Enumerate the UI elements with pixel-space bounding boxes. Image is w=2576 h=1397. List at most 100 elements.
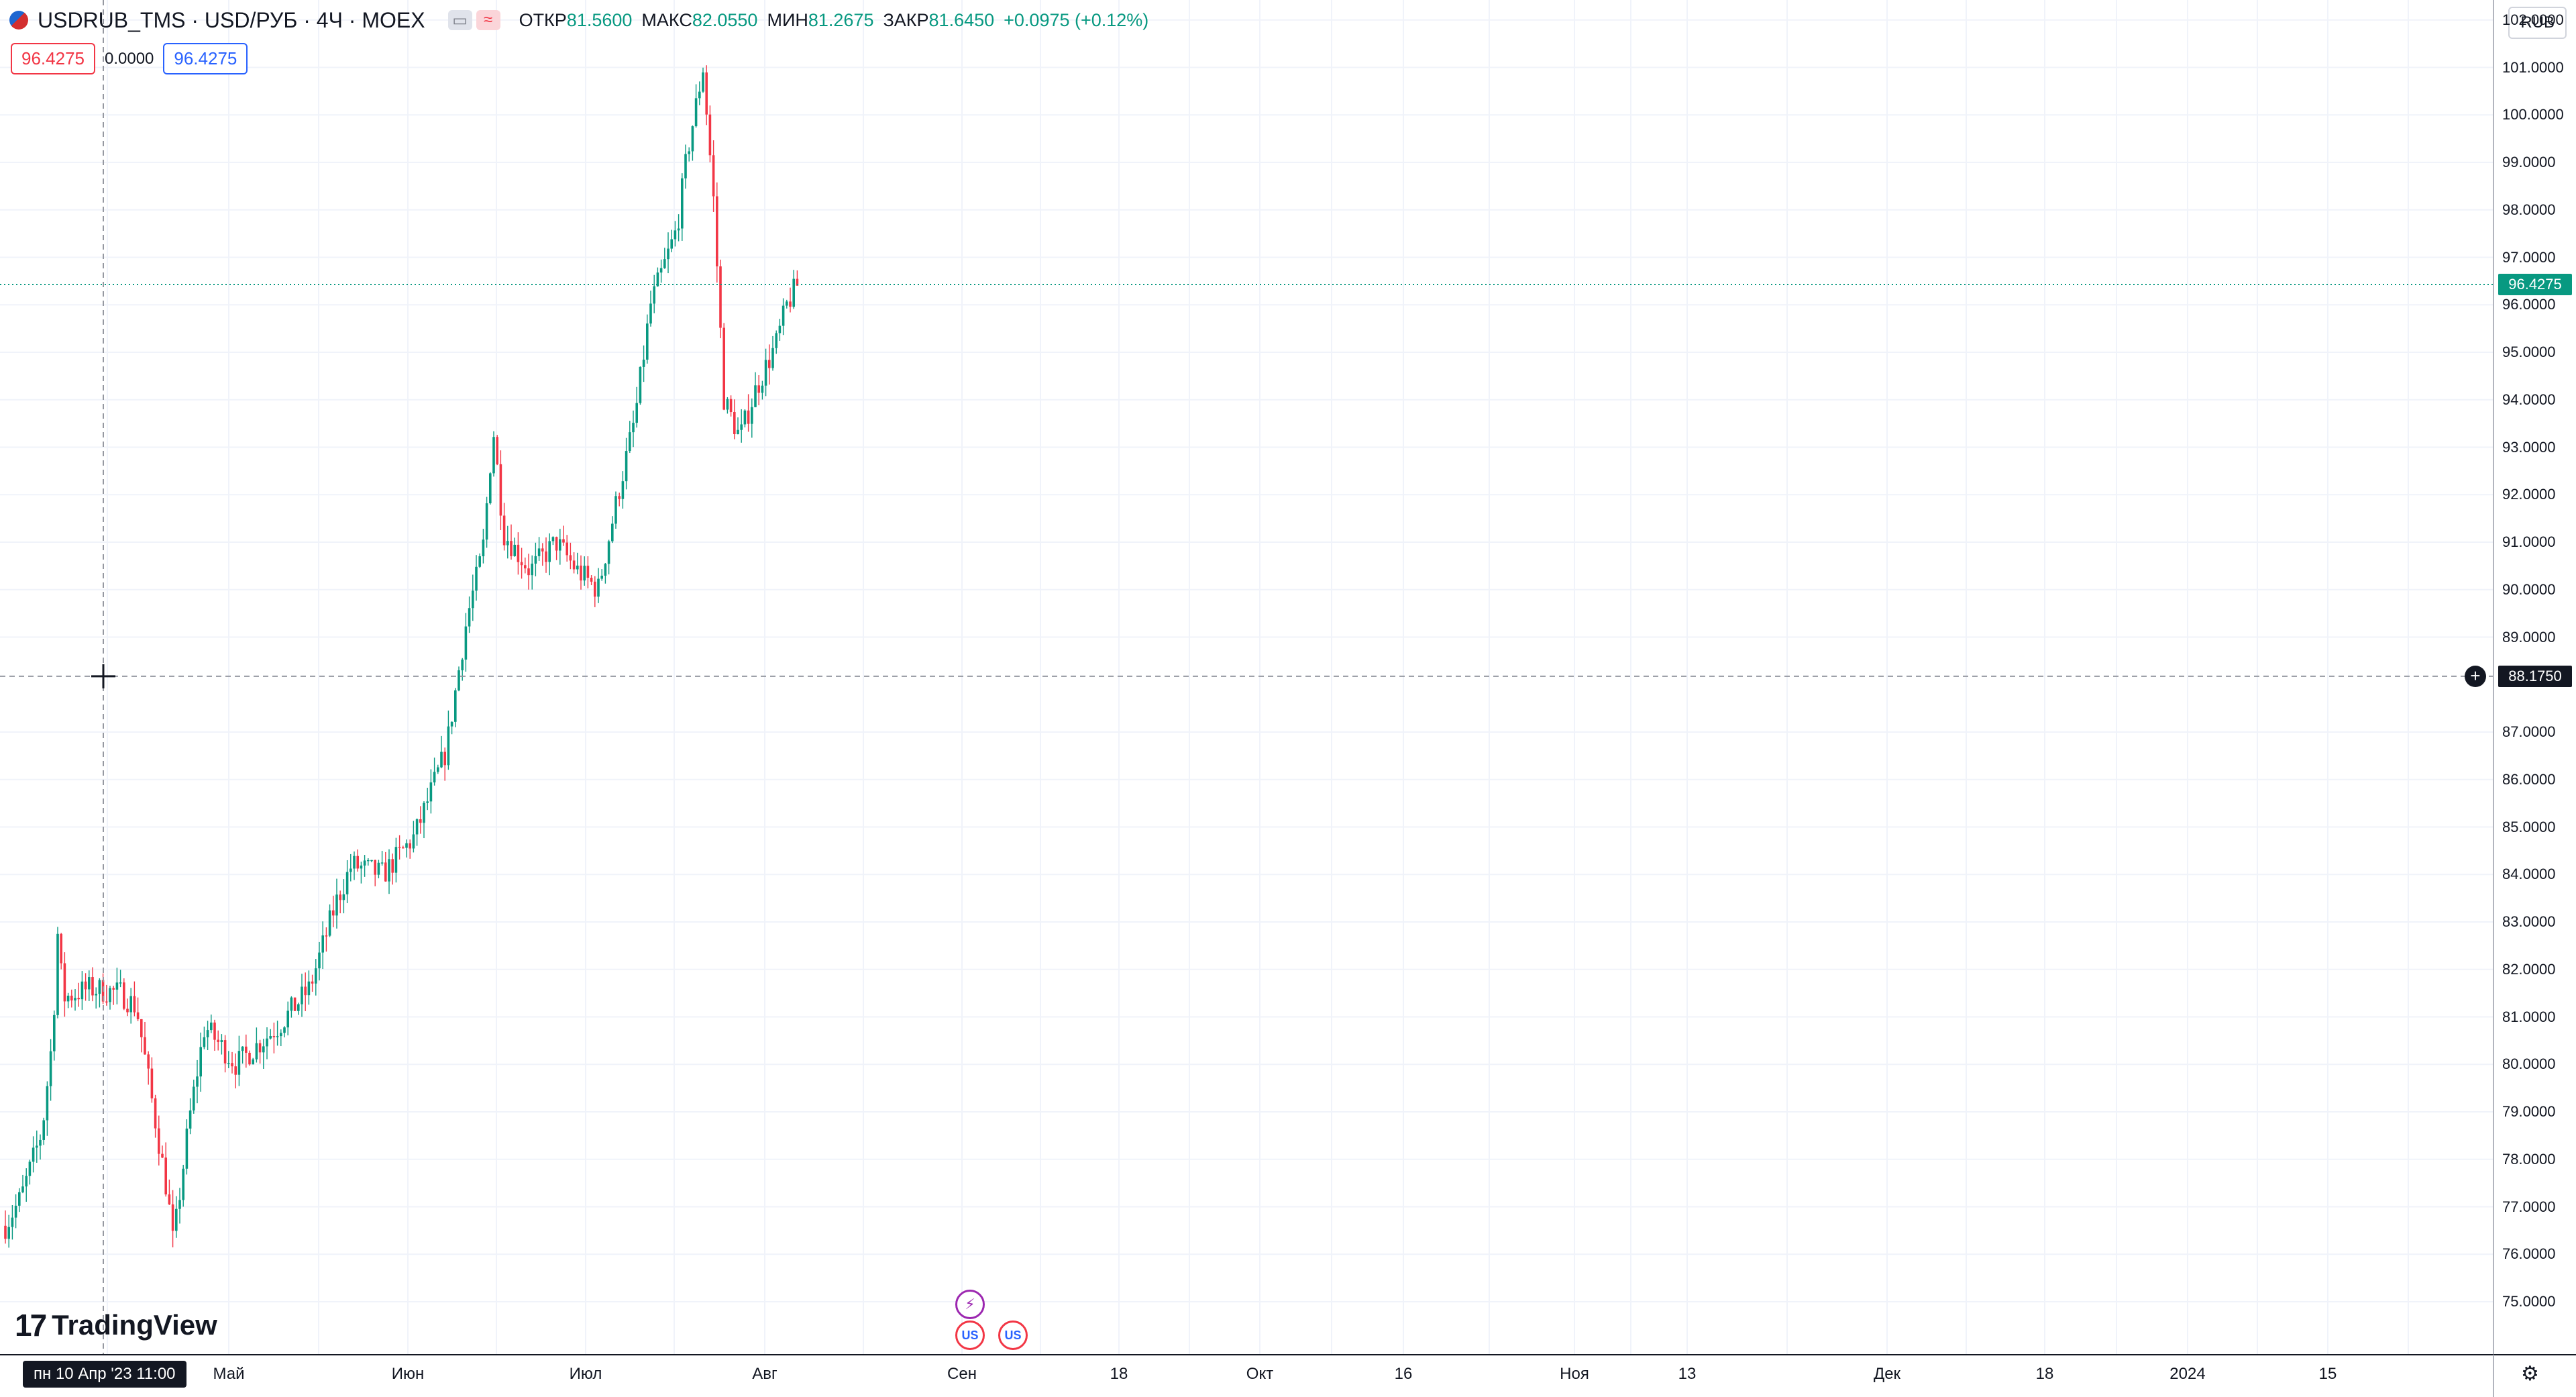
candle bbox=[193, 1080, 195, 1114]
candle-body bbox=[729, 399, 733, 413]
candle-body bbox=[782, 305, 785, 326]
candle-body bbox=[478, 556, 481, 567]
candle bbox=[210, 1014, 213, 1033]
candle-body bbox=[437, 767, 439, 772]
candle bbox=[398, 835, 401, 860]
chart-style-icon[interactable]: ▭ bbox=[447, 10, 472, 30]
candle bbox=[199, 1032, 202, 1092]
currency-button[interactable]: RUB bbox=[2508, 7, 2567, 39]
candle-body bbox=[597, 578, 600, 597]
price-scale[interactable]: RUB 102.0000 101.0000 100.0000 99.0000 98.00… bbox=[2493, 0, 2576, 1354]
candle bbox=[321, 921, 324, 970]
candle-body bbox=[590, 578, 593, 582]
time-scale[interactable]: Май Июн Июл Авг Сен 18 Окт 16 Ноя 13 Дек 18 2024 15 п… bbox=[0, 1354, 2493, 1397]
candle-body bbox=[328, 910, 331, 936]
symbol-title[interactable]: USDRUB_TMS · USD/РУБ · 4Ч · MOEX bbox=[38, 7, 425, 32]
candle-body bbox=[377, 862, 380, 875]
sell-button[interactable]: 96.4275 bbox=[11, 43, 95, 74]
candle bbox=[771, 335, 774, 371]
us-economic-event-icon[interactable]: US bbox=[955, 1321, 985, 1350]
candle bbox=[423, 801, 425, 839]
candle-body bbox=[747, 410, 750, 424]
candle-body bbox=[761, 385, 764, 393]
candle bbox=[733, 399, 736, 439]
dividend-event-icon[interactable]: ⚡ bbox=[955, 1290, 985, 1319]
candle-body bbox=[36, 1145, 38, 1148]
candle bbox=[36, 1130, 38, 1163]
us-economic-event-icon[interactable]: US bbox=[998, 1321, 1028, 1350]
buy-button[interactable]: 96.4275 bbox=[163, 43, 248, 74]
candle bbox=[276, 1021, 279, 1046]
candle-body bbox=[332, 910, 335, 916]
candle-body bbox=[737, 429, 739, 435]
price-axis-label: 100.0000 bbox=[2502, 106, 2564, 123]
candle-body bbox=[454, 690, 457, 722]
candle bbox=[642, 345, 645, 382]
candle bbox=[569, 542, 572, 570]
candle-body bbox=[786, 301, 788, 306]
candle-body bbox=[447, 726, 450, 766]
candle-body bbox=[635, 403, 638, 423]
candle bbox=[345, 860, 349, 904]
candle bbox=[266, 1027, 268, 1059]
candle-body bbox=[227, 1063, 230, 1064]
candle-body bbox=[168, 1194, 171, 1204]
candle-body bbox=[63, 963, 66, 1002]
candle-body bbox=[771, 348, 774, 368]
candle-body bbox=[429, 782, 433, 802]
candle bbox=[77, 982, 80, 1007]
candle-body bbox=[569, 555, 572, 561]
candle-body bbox=[345, 872, 349, 894]
candle bbox=[659, 259, 663, 283]
candle-body bbox=[520, 562, 523, 566]
candle bbox=[32, 1136, 35, 1173]
candle-body bbox=[506, 541, 509, 546]
candle bbox=[307, 970, 311, 1005]
candle bbox=[374, 860, 376, 886]
candle bbox=[49, 1039, 52, 1101]
gear-icon[interactable]: ⚙ bbox=[2521, 1363, 2539, 1385]
candle-body bbox=[353, 856, 356, 869]
candle bbox=[95, 987, 97, 1009]
candle-body bbox=[129, 996, 132, 1013]
candle bbox=[286, 1001, 289, 1036]
candle-body bbox=[60, 933, 62, 964]
chart-pane[interactable]: USDRUB_TMS · USD/РУБ · 4Ч · MOEX ▭ ≈ ОТК… bbox=[0, 0, 2493, 1354]
candle-body bbox=[632, 423, 635, 433]
time-axis-label: 15 bbox=[2318, 1365, 2337, 1383]
candle bbox=[757, 375, 760, 405]
candle bbox=[150, 1057, 154, 1103]
price-axis-label: 82.0000 bbox=[2502, 960, 2556, 978]
candle-body bbox=[792, 278, 795, 307]
price-axis-label: 102.0000 bbox=[2502, 11, 2564, 28]
time-axis-label: Июн bbox=[391, 1365, 425, 1383]
add-alert-icon[interactable]: + bbox=[2465, 665, 2486, 687]
candle bbox=[342, 879, 345, 914]
candle-body bbox=[342, 894, 345, 900]
price-axis-label: 90.0000 bbox=[2502, 580, 2556, 598]
candlestick-chart[interactable] bbox=[0, 0, 2493, 1354]
tradingview-logo[interactable]: 17 TradingView bbox=[15, 1307, 217, 1343]
candle-body bbox=[796, 278, 799, 286]
candle-body bbox=[775, 333, 777, 348]
candle-body bbox=[600, 575, 603, 579]
candle bbox=[559, 529, 561, 565]
time-axis-label: Окт bbox=[1246, 1365, 1274, 1383]
candle bbox=[527, 554, 530, 590]
candle bbox=[691, 125, 694, 161]
candle bbox=[537, 537, 541, 561]
candle bbox=[681, 173, 684, 241]
candle bbox=[520, 548, 523, 579]
ohlc-values: ОТКР81.5600 МАКС82.0550 МИН81.2675 ЗАКР8… bbox=[519, 10, 1149, 31]
candle-body bbox=[311, 981, 314, 984]
candle bbox=[517, 532, 520, 575]
candle-body bbox=[248, 1053, 251, 1065]
time-axis-label: 13 bbox=[1678, 1365, 1697, 1383]
candle-body bbox=[629, 432, 631, 452]
candle-body bbox=[178, 1200, 181, 1209]
legend-badges: ▭ ≈ bbox=[447, 10, 500, 30]
compare-icon[interactable]: ≈ bbox=[476, 10, 500, 30]
chart-settings-corner[interactable]: ⚙ bbox=[2493, 1354, 2576, 1397]
candle-body bbox=[468, 608, 471, 627]
candle-body bbox=[234, 1066, 237, 1075]
